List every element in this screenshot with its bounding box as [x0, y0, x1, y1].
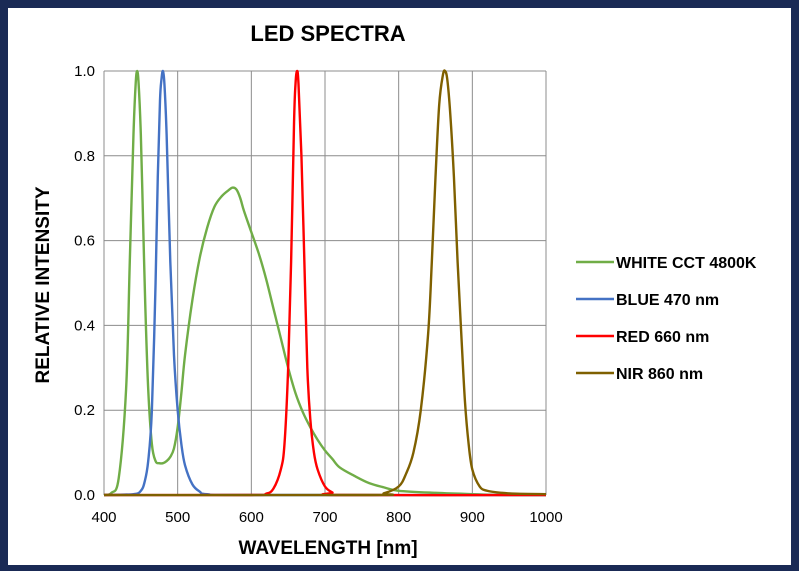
- y-axis-ticks: 0.0 0.2 0.4 0.6 0.8 1.0: [74, 63, 95, 504]
- series-lines: [103, 69, 547, 497]
- x-tick-label: 400: [91, 509, 116, 526]
- series-line-3: [103, 69, 547, 497]
- x-tick-label: 500: [165, 509, 190, 526]
- grid: [103, 70, 547, 496]
- series-line-2: [103, 69, 547, 497]
- led-spectra-chart: LED SPECTRA 400 500 600 700 800 900 1000 0.00.…: [33, 21, 757, 559]
- chart-title: LED SPECTRA: [250, 21, 405, 46]
- x-tick-label: 800: [386, 509, 411, 526]
- x-tick-label: 600: [239, 509, 264, 526]
- legend-label-3: RED 660 nm: [616, 329, 709, 346]
- x-tick-label: 700: [312, 509, 337, 526]
- y-tick-label: 0.2: [74, 402, 95, 419]
- x-tick-label: 1000: [529, 509, 562, 526]
- y-tick-label: 0.0: [74, 487, 95, 504]
- legend-label-2: BLUE 470 nm: [616, 292, 719, 309]
- legend-label-1: WHITE CCT 4800K: [616, 255, 757, 272]
- x-axis-title: WAVELENGTH [nm]: [238, 538, 417, 559]
- y-tick-label: 0.6: [74, 233, 95, 250]
- series-line-4: [103, 69, 547, 497]
- y-tick-label: 1.0: [74, 63, 95, 80]
- series-line-1: [103, 69, 547, 497]
- legend-label-4: NIR 860 nm: [616, 366, 703, 383]
- y-axis-title: RELATIVE INTENSITY: [33, 186, 54, 383]
- chart-frame: LED SPECTRA 400 500 600 700 800 900 1000 0.0 0.…: [8, 8, 791, 565]
- x-tick-label: 900: [460, 509, 485, 526]
- legend: WHITE CCT 4800K BLUE 470 nm RED 660 nm NIR …: [576, 255, 757, 383]
- x-axis-ticks: 400 500 600 700 800 900 1000: [91, 509, 562, 526]
- y-tick-label: 0.4: [74, 317, 95, 334]
- y-tick-label: 0.8: [74, 148, 95, 165]
